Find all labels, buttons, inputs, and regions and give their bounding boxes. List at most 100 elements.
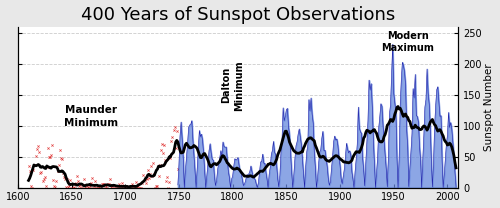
Point [87,181,95,184]
Point [164,186,172,189]
Point [114,186,122,189]
Point [77,186,85,189]
Point [122,186,130,189]
Point [154,175,162,178]
Point [106,178,114,181]
Point [80,177,88,180]
Point [108,186,116,189]
Point [166,156,174,159]
Point [152,184,160,188]
Point [66,184,74,188]
Point [163,175,171,179]
Point [59,171,67,174]
Point [154,184,162,188]
Point [104,183,112,186]
Point [138,186,145,189]
Point [70,185,78,189]
Text: Maunder
Minimum: Maunder Minimum [64,105,118,128]
Point [68,186,76,189]
Point [52,185,60,188]
Point [116,184,124,188]
Point [132,180,140,183]
Point [166,181,173,184]
Point [82,184,90,188]
Point [62,185,70,189]
Point [38,171,46,174]
Point [70,186,78,189]
Point [148,174,156,177]
Point [117,186,125,189]
Point [101,186,109,189]
Point [168,139,175,142]
Point [168,136,176,139]
Point [26,184,34,187]
Point [108,183,116,186]
Point [74,179,82,182]
Point [174,167,182,170]
Point [78,186,86,189]
Point [138,181,146,184]
Point [124,185,132,188]
Point [150,172,158,176]
Point [66,178,74,182]
Point [33,148,41,151]
Point [40,175,48,179]
Point [36,150,44,154]
Point [50,179,58,182]
Point [40,178,48,181]
Point [84,186,92,189]
Point [96,186,104,189]
Point [42,185,50,188]
Point [28,186,36,189]
Point [126,186,134,189]
Point [38,180,46,183]
Point [128,186,136,189]
Point [44,146,52,149]
Point [142,178,150,181]
Point [145,177,153,180]
Point [136,186,144,189]
Point [149,161,157,165]
Point [162,180,170,183]
Point [118,181,126,184]
Point [72,181,80,184]
Point [75,184,83,188]
Y-axis label: Sunspot Number: Sunspot Number [484,63,494,151]
Point [60,175,68,178]
Point [140,173,147,176]
Point [173,130,181,133]
Point [68,186,76,189]
Title: 400 Years of Sunspot Observations: 400 Years of Sunspot Observations [81,6,395,24]
Point [32,155,40,158]
Point [91,179,99,182]
Point [130,186,138,189]
Point [144,168,152,171]
Point [142,181,150,185]
Point [90,185,98,188]
Point [29,169,37,172]
Point [36,172,44,175]
Point [135,186,143,189]
Point [94,186,102,189]
Point [156,163,164,166]
Point [63,178,71,181]
Point [84,185,92,188]
Point [54,169,62,172]
Point [34,145,42,148]
Point [92,186,100,189]
Point [124,186,132,189]
Point [110,184,118,188]
Point [98,182,106,186]
Point [115,182,123,185]
Point [170,128,177,131]
Point [73,175,81,178]
Point [112,186,120,189]
Point [161,158,169,162]
Point [156,149,164,152]
Point [152,186,160,189]
Point [82,185,90,188]
Point [46,156,54,159]
Point [140,178,148,182]
Point [50,184,58,188]
Point [89,186,97,189]
